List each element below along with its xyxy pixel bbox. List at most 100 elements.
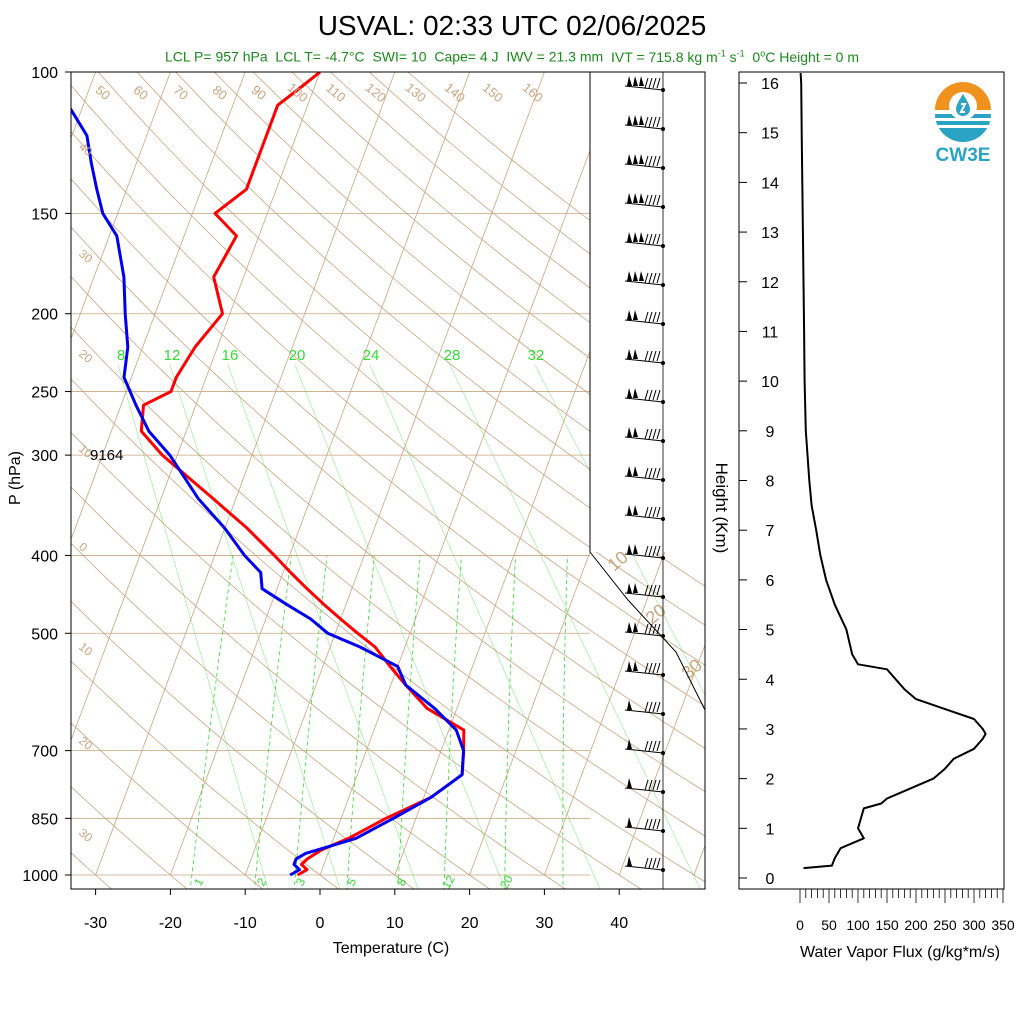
y-tick-label: 400 bbox=[31, 548, 58, 565]
x-tick-label: 30 bbox=[536, 915, 554, 932]
dry-adiabat-line bbox=[175, 72, 705, 512]
height-annotation: 9164 bbox=[90, 447, 123, 464]
height-tick-label: 16 bbox=[761, 76, 779, 93]
dry-adiabat-line bbox=[71, 486, 567, 889]
flux-tick-label: 300 bbox=[962, 917, 986, 933]
mixing-ratio-line bbox=[254, 555, 292, 889]
wind-barb-feather bbox=[656, 194, 661, 206]
wind-barb-pennant bbox=[627, 739, 632, 749]
dry-adiabat-line bbox=[71, 786, 188, 889]
wind-barb-pennant bbox=[627, 466, 632, 476]
wind-barb-feather bbox=[652, 389, 657, 401]
adiabat-label-left: 30 bbox=[76, 826, 95, 846]
wind-barb-feather bbox=[652, 194, 657, 206]
x-tick-label: 0 bbox=[316, 915, 325, 932]
wind-barb-feather bbox=[652, 662, 657, 674]
wind-barb-feather bbox=[644, 701, 649, 713]
wind-barb-feather bbox=[652, 701, 657, 713]
wind-barb-pennant bbox=[627, 622, 632, 632]
dry-adiabat-line bbox=[71, 84, 705, 626]
wind-barb-pennant bbox=[633, 427, 638, 437]
wind-barb-pennant bbox=[627, 115, 632, 125]
swi-value: SWI= 10 bbox=[372, 48, 427, 65]
wind-barb-pennant bbox=[639, 193, 644, 203]
wind-barb-pennant bbox=[627, 544, 632, 554]
x-tick-label: -30 bbox=[84, 915, 107, 932]
height-tick-label: 5 bbox=[766, 623, 775, 640]
wind-barb-staff bbox=[624, 241, 664, 247]
wind-barb-feather bbox=[656, 350, 661, 362]
wind-barb-pennant bbox=[627, 76, 632, 86]
mixing-ratio-line bbox=[443, 555, 462, 889]
height-tick-label: 11 bbox=[762, 324, 779, 341]
wind-barb-pennant bbox=[627, 349, 632, 359]
wind-barb-feather bbox=[648, 662, 653, 674]
wind-barb-feather bbox=[644, 623, 649, 635]
wind-barb-pennant bbox=[627, 154, 632, 164]
wind-barb-pennant bbox=[633, 154, 638, 164]
skewt-ylabel: P (hPa) bbox=[7, 451, 24, 505]
wind-barb-feather bbox=[656, 272, 661, 284]
height-tick-label: 0 bbox=[766, 871, 775, 888]
wind-barb-feather bbox=[644, 467, 649, 479]
wind-barb-feather bbox=[648, 467, 653, 479]
y-tick-label: 500 bbox=[31, 626, 58, 643]
wind-barb-pennant bbox=[633, 388, 638, 398]
dry-adiabat-line bbox=[71, 431, 642, 889]
wind-barb-feather bbox=[652, 77, 657, 89]
flux-tick-label: 0 bbox=[796, 917, 804, 933]
wind-barb-pennant bbox=[627, 310, 632, 320]
wind-barb-feather bbox=[648, 545, 653, 557]
isotherm-line bbox=[319, 72, 620, 876]
wind-barb-pennant bbox=[627, 388, 632, 398]
wind-barb-pennant bbox=[627, 271, 632, 281]
wind-barb-feather bbox=[652, 818, 657, 830]
wind-barb-feather bbox=[648, 428, 653, 440]
flux-tick-label: 100 bbox=[846, 917, 870, 933]
mixing-ratio-label: 16 bbox=[222, 347, 239, 364]
skewt-xlabel: Temperature (C) bbox=[333, 940, 449, 957]
mixing-ratio-label: 8 bbox=[117, 347, 125, 364]
mixing-ratio-bottom-label: 1 bbox=[191, 875, 207, 888]
mixing-ratio-line bbox=[397, 555, 421, 889]
wind-barb-pennant bbox=[627, 856, 632, 866]
wind-barb-feather bbox=[656, 428, 661, 440]
wind-barb-feather bbox=[656, 857, 661, 869]
wind-barb-staff bbox=[624, 124, 664, 130]
skewt-frame bbox=[70, 71, 706, 890]
wind-barb-staff bbox=[624, 631, 664, 637]
wind-barb-feather bbox=[656, 506, 661, 518]
wind-barb-feather bbox=[644, 818, 649, 830]
moist-guide-line bbox=[369, 364, 601, 889]
adiabat-label-top: 150 bbox=[480, 80, 506, 105]
adiabat-label-top: 120 bbox=[363, 80, 389, 105]
y-tick-label: 250 bbox=[31, 385, 58, 402]
wind-barb-pennant bbox=[633, 622, 638, 632]
iwv-value: IWV = 21.3 mm bbox=[506, 48, 604, 65]
wind-barb-feather bbox=[656, 545, 661, 557]
wind-barb-staff bbox=[624, 202, 664, 208]
wind-barb-feather bbox=[656, 155, 661, 167]
x-tick-label: -10 bbox=[234, 915, 257, 932]
x-tick-label: 20 bbox=[461, 915, 479, 932]
wind-barb-feather bbox=[644, 311, 649, 323]
height-tick-label: 10 bbox=[761, 374, 779, 391]
wind-barb-feather bbox=[656, 116, 661, 128]
wind-barb-feather bbox=[644, 428, 649, 440]
wind-barb-feather bbox=[652, 506, 657, 518]
wind-barb-staff bbox=[624, 436, 664, 442]
height-tick-label: 2 bbox=[766, 772, 775, 789]
y-tick-label: 850 bbox=[31, 811, 58, 828]
mixing-ratio-label: 24 bbox=[363, 347, 380, 364]
wind-barb-feather bbox=[652, 467, 657, 479]
wind-barb-feather bbox=[652, 116, 657, 128]
height-tick-label: 13 bbox=[761, 225, 779, 242]
wind-barb-pennant bbox=[633, 76, 638, 86]
wind-barb-pennant bbox=[639, 115, 644, 125]
wind-barb-staff bbox=[624, 163, 664, 169]
wind-barb-feather bbox=[656, 389, 661, 401]
isotherm-line bbox=[244, 72, 545, 876]
mixing-ratio-line bbox=[293, 555, 328, 889]
mixing-ratio-bottom-label: 8 bbox=[394, 875, 410, 888]
